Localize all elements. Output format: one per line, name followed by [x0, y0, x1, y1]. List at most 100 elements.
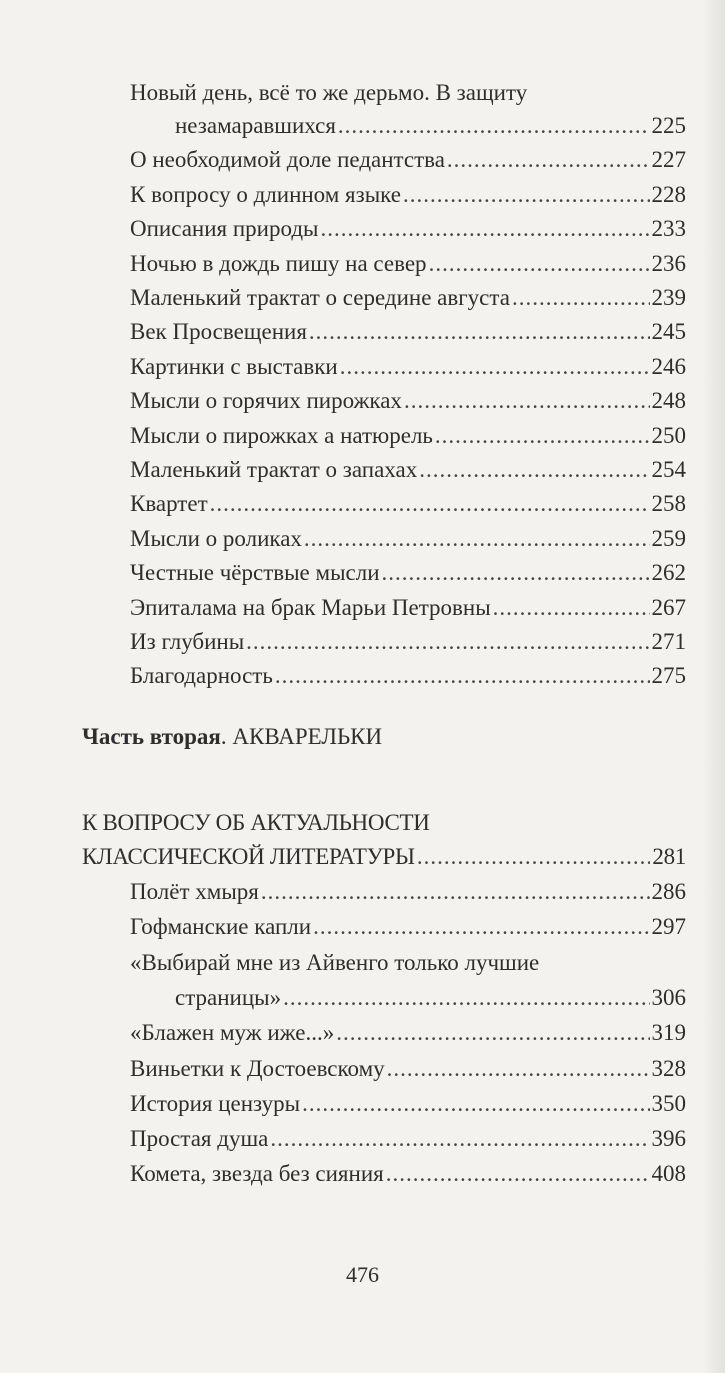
entry-title: Полёт хмыря: [130, 879, 259, 904]
dot-leader: [429, 249, 650, 279]
entry-page: 228: [651, 181, 687, 207]
dot-leader: [493, 593, 650, 623]
toc-entry: Гофманские капли 297: [130, 912, 686, 942]
entry-title: Простая душа: [130, 1126, 269, 1152]
toc-entry: Простая душа 396: [130, 1124, 686, 1154]
part-label: Часть вторая: [82, 724, 221, 749]
toc-entry: Ночью в дождь пишу на север 236: [130, 249, 686, 279]
toc-entry: Век Просвещения 245: [130, 317, 686, 347]
toc-entry: Мысли о пирожках а натюрель 250: [130, 421, 686, 451]
dot-leader: [261, 877, 650, 907]
part-title: . АКВАРЕЛЬКИ: [220, 724, 383, 749]
toc-entry: Из глубины 271: [130, 627, 686, 657]
entry-page: 262: [651, 560, 687, 586]
entry-page: 233: [651, 216, 687, 242]
dot-leader: [419, 455, 649, 485]
toc-entry-title-line: «Выбирай мне из Айвенго только лучшие: [130, 949, 540, 975]
entry-page: 258: [651, 491, 687, 517]
entry-page: 248: [651, 388, 687, 414]
dot-leader: [309, 317, 650, 347]
toc-entry: Мысли о горячих пирожках 248: [130, 386, 686, 416]
dot-leader: [210, 489, 650, 519]
toc-entry: «Блажен муж иже...» 319: [130, 1018, 686, 1048]
toc-entry: Виньетки к Достоевскому 328: [130, 1054, 686, 1084]
entry-title: Мысли о горячих пирожках: [130, 388, 402, 414]
entry-title: незамаравшихся: [175, 113, 336, 138]
entry-title: Честные чёрствые мысли: [130, 560, 380, 586]
toc-entry: Честные чёрствые мысли 262: [130, 558, 686, 588]
entry-title: Эпиталама на брак Марьи Петровны: [130, 594, 491, 620]
dot-leader: [338, 111, 650, 141]
dot-leader: [336, 1018, 649, 1048]
toc-entry: К вопросу о длинном языке 228: [130, 180, 686, 210]
toc-section-entry: КЛАССИЧЕСКОЙ ЛИТЕРАТУРЫ 281: [82, 842, 686, 872]
entry-title: Ночью в дождь пишу на север: [130, 250, 427, 276]
dot-leader: [403, 180, 650, 210]
entry-page: 297: [651, 914, 687, 940]
toc-entry: Эпиталама на брак Марьи Петровны 267: [130, 593, 686, 623]
toc-entry: История цензуры 350: [130, 1089, 686, 1119]
entry-page: 236: [651, 250, 687, 276]
entry-title: Описания природы: [130, 216, 319, 242]
toc-entry: страницы» 306: [175, 983, 686, 1013]
dot-leader: [340, 352, 650, 382]
dot-leader: [447, 145, 650, 175]
entry-title: «Блажен муж иже...»: [130, 1020, 335, 1046]
toc-entry: Квартет 258: [130, 489, 686, 519]
entry-title: Мысли о пирожках а натюрель: [130, 422, 433, 448]
entry-title: Комета, звезда без сияния: [130, 1161, 384, 1187]
dot-leader: [270, 1124, 649, 1154]
entry-title: О необходимой доле педантства: [130, 147, 445, 173]
toc-entry-title-line: Новый день, всё то же дерьмо. В защиту: [130, 80, 528, 105]
section-title-line: К ВОПРОСУ ОБ АКТУАЛЬНОСТИ: [82, 810, 430, 835]
entry-page: 239: [651, 285, 687, 310]
entry-title: Благодарность: [130, 663, 273, 689]
entry-page: 281: [652, 844, 686, 869]
entry-title: Маленький трактат о запахах: [130, 457, 418, 482]
entry-page: 396: [651, 1126, 687, 1152]
entry-title: Век Просвещения: [130, 319, 307, 345]
toc-entry: незамаравшихся 225: [175, 111, 686, 141]
toc-entry: Картинки с выставки 246: [130, 352, 686, 382]
entry-page: 267: [651, 594, 687, 620]
entry-title: Из глубины: [130, 629, 245, 654]
entry-title: Виньетки к Достоевскому: [130, 1055, 385, 1081]
entry-page: 319: [651, 1020, 687, 1046]
entry-page: 250: [651, 422, 687, 448]
toc-entry: Благодарность 275: [130, 661, 686, 691]
entry-page: 271: [651, 629, 687, 654]
entry-page: 275: [651, 663, 687, 689]
entry-title: Гофманские капли: [130, 914, 312, 940]
dot-leader: [417, 842, 651, 872]
toc-entry: О необходимой доле педантства 227: [130, 145, 686, 175]
dot-leader: [435, 421, 650, 451]
dot-leader: [302, 1089, 649, 1119]
entry-title: История цензуры: [130, 1090, 301, 1116]
entry-title: Маленький трактат о середине августа: [130, 285, 510, 310]
entry-page: 350: [651, 1090, 687, 1116]
dot-leader: [512, 283, 650, 313]
dot-leader: [387, 1054, 650, 1084]
entry-page: 225: [651, 113, 687, 138]
entry-title: страницы»: [175, 984, 282, 1010]
entry-page: 328: [651, 1055, 687, 1081]
toc-entry: Мысли о роликах 259: [130, 524, 686, 554]
entry-title: Мысли о роликах: [130, 525, 302, 551]
dot-leader: [386, 1159, 650, 1189]
dot-leader: [320, 214, 649, 244]
toc-entry: Полёт хмыря 286: [130, 877, 686, 907]
entry-title: КЛАССИЧЕСКОЙ ЛИТЕРАТУРЫ: [82, 844, 415, 869]
entry-title: К вопросу о длинном языке: [130, 181, 401, 207]
entry-page: 259: [651, 525, 687, 551]
entry-title: Квартет: [130, 491, 208, 517]
page-edge-shadow: [703, 0, 725, 1373]
toc-entry: Комета, звезда без сияния 408: [130, 1159, 686, 1189]
entry-page: 246: [651, 353, 687, 379]
dot-leader: [246, 627, 649, 657]
part-heading: Часть вторая. АКВАРЕЛЬКИ: [82, 722, 382, 752]
entry-page: 227: [651, 147, 687, 173]
dot-leader: [404, 386, 650, 416]
dot-leader: [304, 524, 650, 554]
dot-leader: [382, 558, 650, 588]
toc-entry: Описания природы 233: [130, 214, 686, 244]
